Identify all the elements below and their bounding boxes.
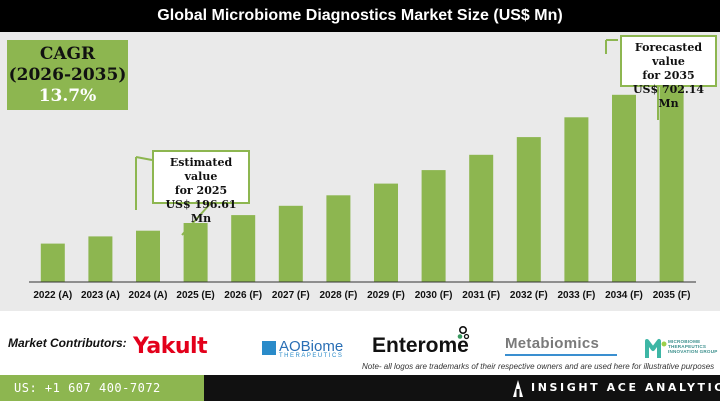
- cagr-value: 13.7%: [38, 86, 97, 106]
- x-tick-label-7: 2029 (F): [367, 290, 405, 301]
- x-tick-label-2: 2024 (A): [129, 290, 168, 301]
- aobiome-sub: THERAPEUTICS: [279, 353, 344, 359]
- bar-7: [374, 183, 398, 282]
- mtig-mark-icon: [645, 339, 667, 358]
- bar-6: [326, 195, 351, 282]
- footer-phone: US: +1 607 400-7072: [0, 375, 204, 401]
- x-tick-label-6: 2028 (F): [320, 290, 358, 301]
- callout-estimated-line1: Estimated value: [169, 156, 233, 183]
- bar-4: [231, 215, 256, 282]
- bar-1: [88, 236, 113, 282]
- aobiome-mark-icon: [262, 341, 276, 355]
- bar-8: [421, 170, 446, 282]
- enterome-name: Enterome: [372, 334, 469, 357]
- cagr-label: CAGR: [39, 44, 96, 64]
- x-tick-label-11: 2033 (F): [558, 290, 596, 301]
- footer-brand-bar: INSIGHT ACE ANALYTIC: [204, 375, 720, 401]
- callout-estimated-line2: for 2025: [174, 184, 228, 197]
- callout-forecasted-line1: Forecasted value: [634, 41, 703, 68]
- bar-13: [659, 71, 684, 283]
- market-contributors: Market Contributors: Yakult AOBiome THER…: [0, 318, 720, 374]
- bar-2: [136, 230, 160, 282]
- bar-9: [469, 154, 494, 282]
- contributors-label: Market Contributors:: [8, 336, 127, 350]
- bar-3: [183, 223, 208, 282]
- bar-chart: 2022 (A) 2023 (A) 2024 (A) 2025 (E) 2026 (F)…: [29, 39, 696, 301]
- bar-12: [612, 94, 636, 282]
- enterome-dots-icon: [457, 326, 470, 340]
- x-tick-label-10: 2032 (F): [510, 290, 548, 301]
- trademark-note: Note- all logos are trademarks of their …: [362, 362, 715, 371]
- callout-2025-connector-left: [135, 156, 153, 161]
- callout-forecasted-2035: Forecasted value for 2035 US$ 702.14 Mn: [620, 35, 717, 110]
- cagr-box: CAGR (2026-2035) 13.7%: [7, 40, 128, 110]
- aobiome-name: AOBiome: [279, 338, 344, 355]
- chart-title: Global Microbiome Diagnostics Market Siz…: [0, 0, 720, 32]
- bar-11: [564, 117, 589, 282]
- x-tick-label-13: 2035 (F): [653, 290, 691, 301]
- x-tick-label-5: 2027 (F): [272, 290, 310, 301]
- metabiomics-name: Metabiomics: [505, 335, 600, 352]
- enterome-logo: Enterome: [372, 326, 470, 358]
- x-tick-label-9: 2031 (F): [462, 290, 500, 301]
- callout-2025-connector-bar: [181, 203, 211, 236]
- x-tick-label-0: 2022 (A): [33, 290, 72, 301]
- callout-forecasted-line2: for 2035: [642, 69, 695, 82]
- bar-10: [516, 137, 541, 282]
- callout-estimated-line3: US$ 196.61 Mn: [165, 198, 237, 225]
- brand-name: INSIGHT ACE ANALYTIC: [531, 381, 720, 394]
- callout-forecasted-line3: US$ 702.14 Mn: [632, 83, 705, 110]
- x-tick-label-1: 2023 (A): [81, 290, 120, 301]
- insight-ace-logo-icon: [513, 380, 523, 397]
- yakult-logo: Yakult: [133, 334, 208, 359]
- x-tick-label-8: 2030 (F): [415, 290, 453, 301]
- x-tick-label-12: 2034 (F): [605, 290, 643, 301]
- cagr-period: (2026-2035): [8, 65, 127, 85]
- chart-panel: 2022 (A) 2023 (A) 2024 (A) 2025 (E) 2026 (F)…: [0, 32, 720, 311]
- bar-0: [40, 243, 65, 282]
- mtig-text: MICROBIOME THERAPEUTICS INNOVATION GROUP: [668, 339, 718, 355]
- callout-estimated-2025: Estimated value for 2025 US$ 196.61 Mn: [152, 150, 250, 225]
- metabiomics-underline: [505, 354, 617, 356]
- x-tick-label-4: 2026 (F): [224, 290, 262, 301]
- bar-5: [278, 205, 303, 282]
- metabiomics-logo: Metabiomics: [505, 335, 617, 356]
- x-tick-label-3: 2025 (E): [176, 290, 214, 301]
